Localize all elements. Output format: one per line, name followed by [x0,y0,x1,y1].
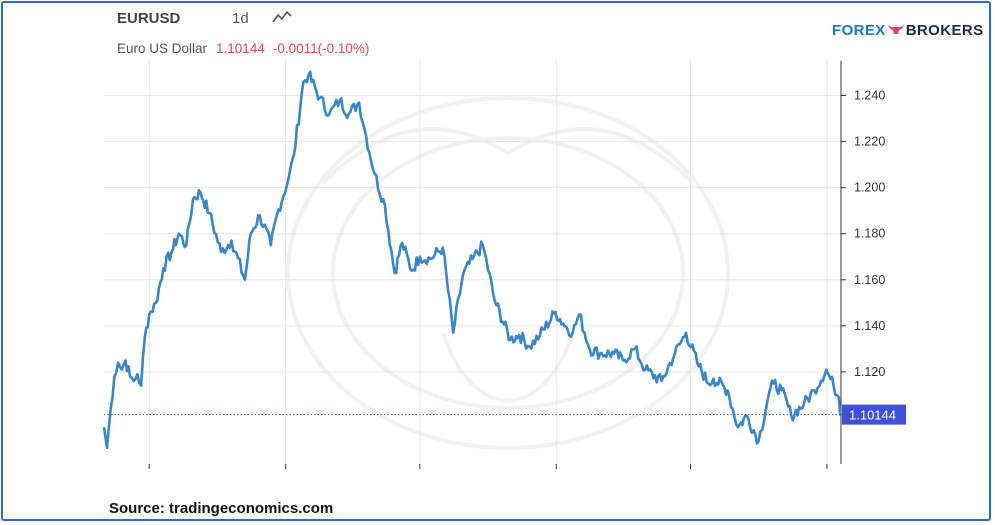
y-tick-label: 1.180 [854,227,885,241]
watermark-logo [286,96,730,450]
last-price-badge [842,404,906,425]
symbol-label: EURUSD [117,10,181,27]
y-tick-label: 1.120 [854,365,885,379]
price-change: -0.0011(-0.10%) [272,41,370,56]
line-chart-icon[interactable] [271,9,293,25]
instrument-summary: Euro US Dollar 1.10144 -0.0011(-0.10%) [117,41,369,56]
y-tick-label: 1.240 [854,89,885,103]
y-tick-label: 1.220 [854,135,885,149]
last-price-label: 1.10144 [849,408,896,423]
y-tick-label: 1.160 [854,273,885,287]
price-chart[interactable]: 1.1201.1401.1601.1801.2001.2201.240Jul20… [3,3,989,473]
y-tick-label: 1.140 [854,319,885,333]
bull-head-icon [887,24,904,34]
y-tick-label: 1.200 [854,181,885,195]
brand-name-brokers: BROKERS [905,22,984,39]
source-note: Source: tradingeconomics.com [109,500,334,517]
interval-selector[interactable]: 1d [232,10,249,27]
series-line[interactable] [102,70,843,450]
current-price: 1.10144 [216,41,265,56]
brand-name-forex: FOREX [832,22,886,39]
brand-logo: FOREX BROKERS [832,22,984,39]
instrument-name: Euro US Dollar [117,41,208,56]
